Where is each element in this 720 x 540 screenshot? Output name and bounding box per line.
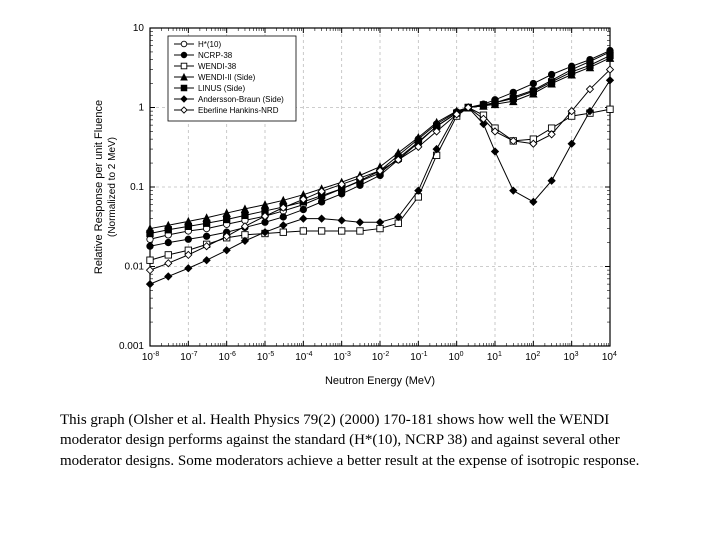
svg-text:0: 0 (460, 351, 464, 358)
svg-text:-8: -8 (153, 351, 159, 358)
svg-text:10: 10 (295, 352, 307, 363)
svg-text:10: 10 (180, 352, 192, 363)
svg-text:2: 2 (536, 351, 540, 358)
svg-text:10: 10 (334, 352, 346, 363)
legend: H*(10) NCRP-38 WENDI-38 WENDI-II (Side) LINU… (168, 36, 296, 121)
svg-text:10: 10 (525, 352, 537, 363)
chart-svg: 10-810-710-610-510-410-310-210-110010110… (90, 10, 630, 390)
svg-text:Neutron Energy (MeV): Neutron Energy (MeV) (325, 375, 435, 387)
svg-text:NCRP-38: NCRP-38 (198, 51, 233, 60)
svg-text:10: 10 (564, 352, 576, 363)
page-root: 10-810-710-610-510-410-310-210-110010110… (0, 0, 720, 540)
svg-text:10: 10 (257, 352, 269, 363)
svg-text:10: 10 (602, 352, 614, 363)
svg-text:WENDI-38: WENDI-38 (198, 62, 237, 71)
svg-text:3: 3 (575, 351, 579, 358)
svg-text:0.01: 0.01 (125, 262, 145, 273)
svg-text:-6: -6 (230, 351, 236, 358)
svg-text:H*(10): H*(10) (198, 40, 221, 49)
svg-text:Eberline Hankins-NRD: Eberline Hankins-NRD (198, 106, 279, 115)
svg-text:4: 4 (613, 351, 617, 358)
chart-container: 10-810-710-610-510-410-310-210-110010110… (90, 10, 630, 390)
svg-text:-3: -3 (345, 351, 351, 358)
svg-text:10: 10 (142, 352, 154, 363)
figure-caption: This graph (Olsher et al. Health Physics… (60, 410, 660, 471)
svg-text:-1: -1 (421, 351, 427, 358)
svg-text:1: 1 (138, 103, 144, 114)
svg-text:-2: -2 (383, 351, 389, 358)
svg-text:Relative Response per unit Flu: Relative Response per unit Fluence (93, 100, 105, 274)
svg-text:LINUS (Side): LINUS (Side) (198, 84, 245, 93)
svg-text:Andersson-Braun (Side): Andersson-Braun (Side) (198, 95, 284, 104)
svg-text:10: 10 (410, 352, 422, 363)
svg-text:WENDI-II (Side): WENDI-II (Side) (198, 73, 256, 82)
svg-text:10: 10 (372, 352, 384, 363)
svg-text:0.001: 0.001 (119, 341, 144, 352)
svg-text:10: 10 (133, 23, 145, 34)
svg-text:10: 10 (449, 352, 461, 363)
svg-text:-4: -4 (306, 351, 312, 358)
svg-text:(Normalized to 2 MeV): (Normalized to 2 MeV) (107, 137, 118, 237)
svg-text:1: 1 (498, 351, 502, 358)
svg-text:10: 10 (219, 352, 231, 363)
svg-text:0.1: 0.1 (130, 182, 144, 193)
svg-text:-5: -5 (268, 351, 274, 358)
svg-text:10: 10 (487, 352, 499, 363)
svg-text:-7: -7 (191, 351, 197, 358)
